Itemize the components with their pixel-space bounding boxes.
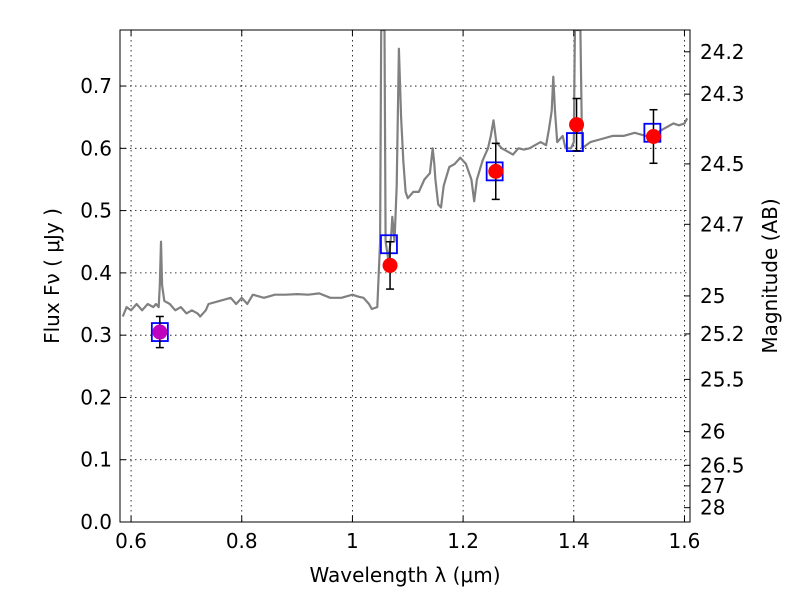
plot-frame <box>119 29 691 523</box>
y2-tick-label: 24.5 <box>700 152 745 176</box>
y-tick-label: 0.6 <box>80 136 112 160</box>
y-tick-label: 0.0 <box>80 510 112 534</box>
y2-tick-label: 24.2 <box>700 40 745 64</box>
x-tick-label: 1.2 <box>447 529 479 553</box>
grid-lines <box>120 30 690 523</box>
model-photometry-square <box>380 234 398 255</box>
y-tick-label: 0.4 <box>80 261 112 285</box>
observed-photometry-point <box>382 257 398 273</box>
observed-photometry-point <box>488 163 504 179</box>
plot-area <box>121 30 689 349</box>
y2-tick-label: 26.5 <box>700 453 745 477</box>
x-tick-label: 1.4 <box>558 529 590 553</box>
y-tick-label: 0.1 <box>80 448 112 472</box>
y-tick-label: 0.5 <box>80 199 112 223</box>
spectrum-line <box>121 30 689 318</box>
y2-tick-label: 26 <box>700 420 725 444</box>
observed-photometry-point <box>569 117 585 133</box>
y-tick-label: 0.2 <box>80 385 112 409</box>
observed-photometry-point <box>645 128 661 144</box>
y2-tick-label: 24.7 <box>700 212 745 236</box>
y2-tick-label: 25.5 <box>700 367 745 391</box>
y2-axis-title: Magnitude (AB) <box>758 198 782 353</box>
observed-photometry-point <box>152 324 168 340</box>
y-axis-title: Flux Fν ( μJy ) <box>40 208 64 344</box>
x-tick-label: 0.8 <box>226 529 258 553</box>
y2-tick-label: 28 <box>700 496 725 520</box>
x-tick-label: 0.6 <box>115 529 147 553</box>
y2-tick-label: 25.2 <box>700 322 745 346</box>
axis-ticks: 0.6 0.8 1 1.2 1.4 1.6 0.0 0.1 0.2 0.3 0.4 0.5 0.6 0.7… <box>80 30 745 553</box>
y2-tick-label: 27 <box>700 474 725 498</box>
x-axis-title: Wavelength λ (μm) <box>309 563 500 587</box>
y2-tick-label: 25 <box>700 284 725 308</box>
x-tick-label: 1 <box>346 529 359 553</box>
y2-tick-label: 24.3 <box>700 82 745 106</box>
x-tick-label: 1.6 <box>669 529 701 553</box>
y-tick-label: 0.3 <box>80 323 112 347</box>
y-tick-label: 0.7 <box>80 74 112 98</box>
